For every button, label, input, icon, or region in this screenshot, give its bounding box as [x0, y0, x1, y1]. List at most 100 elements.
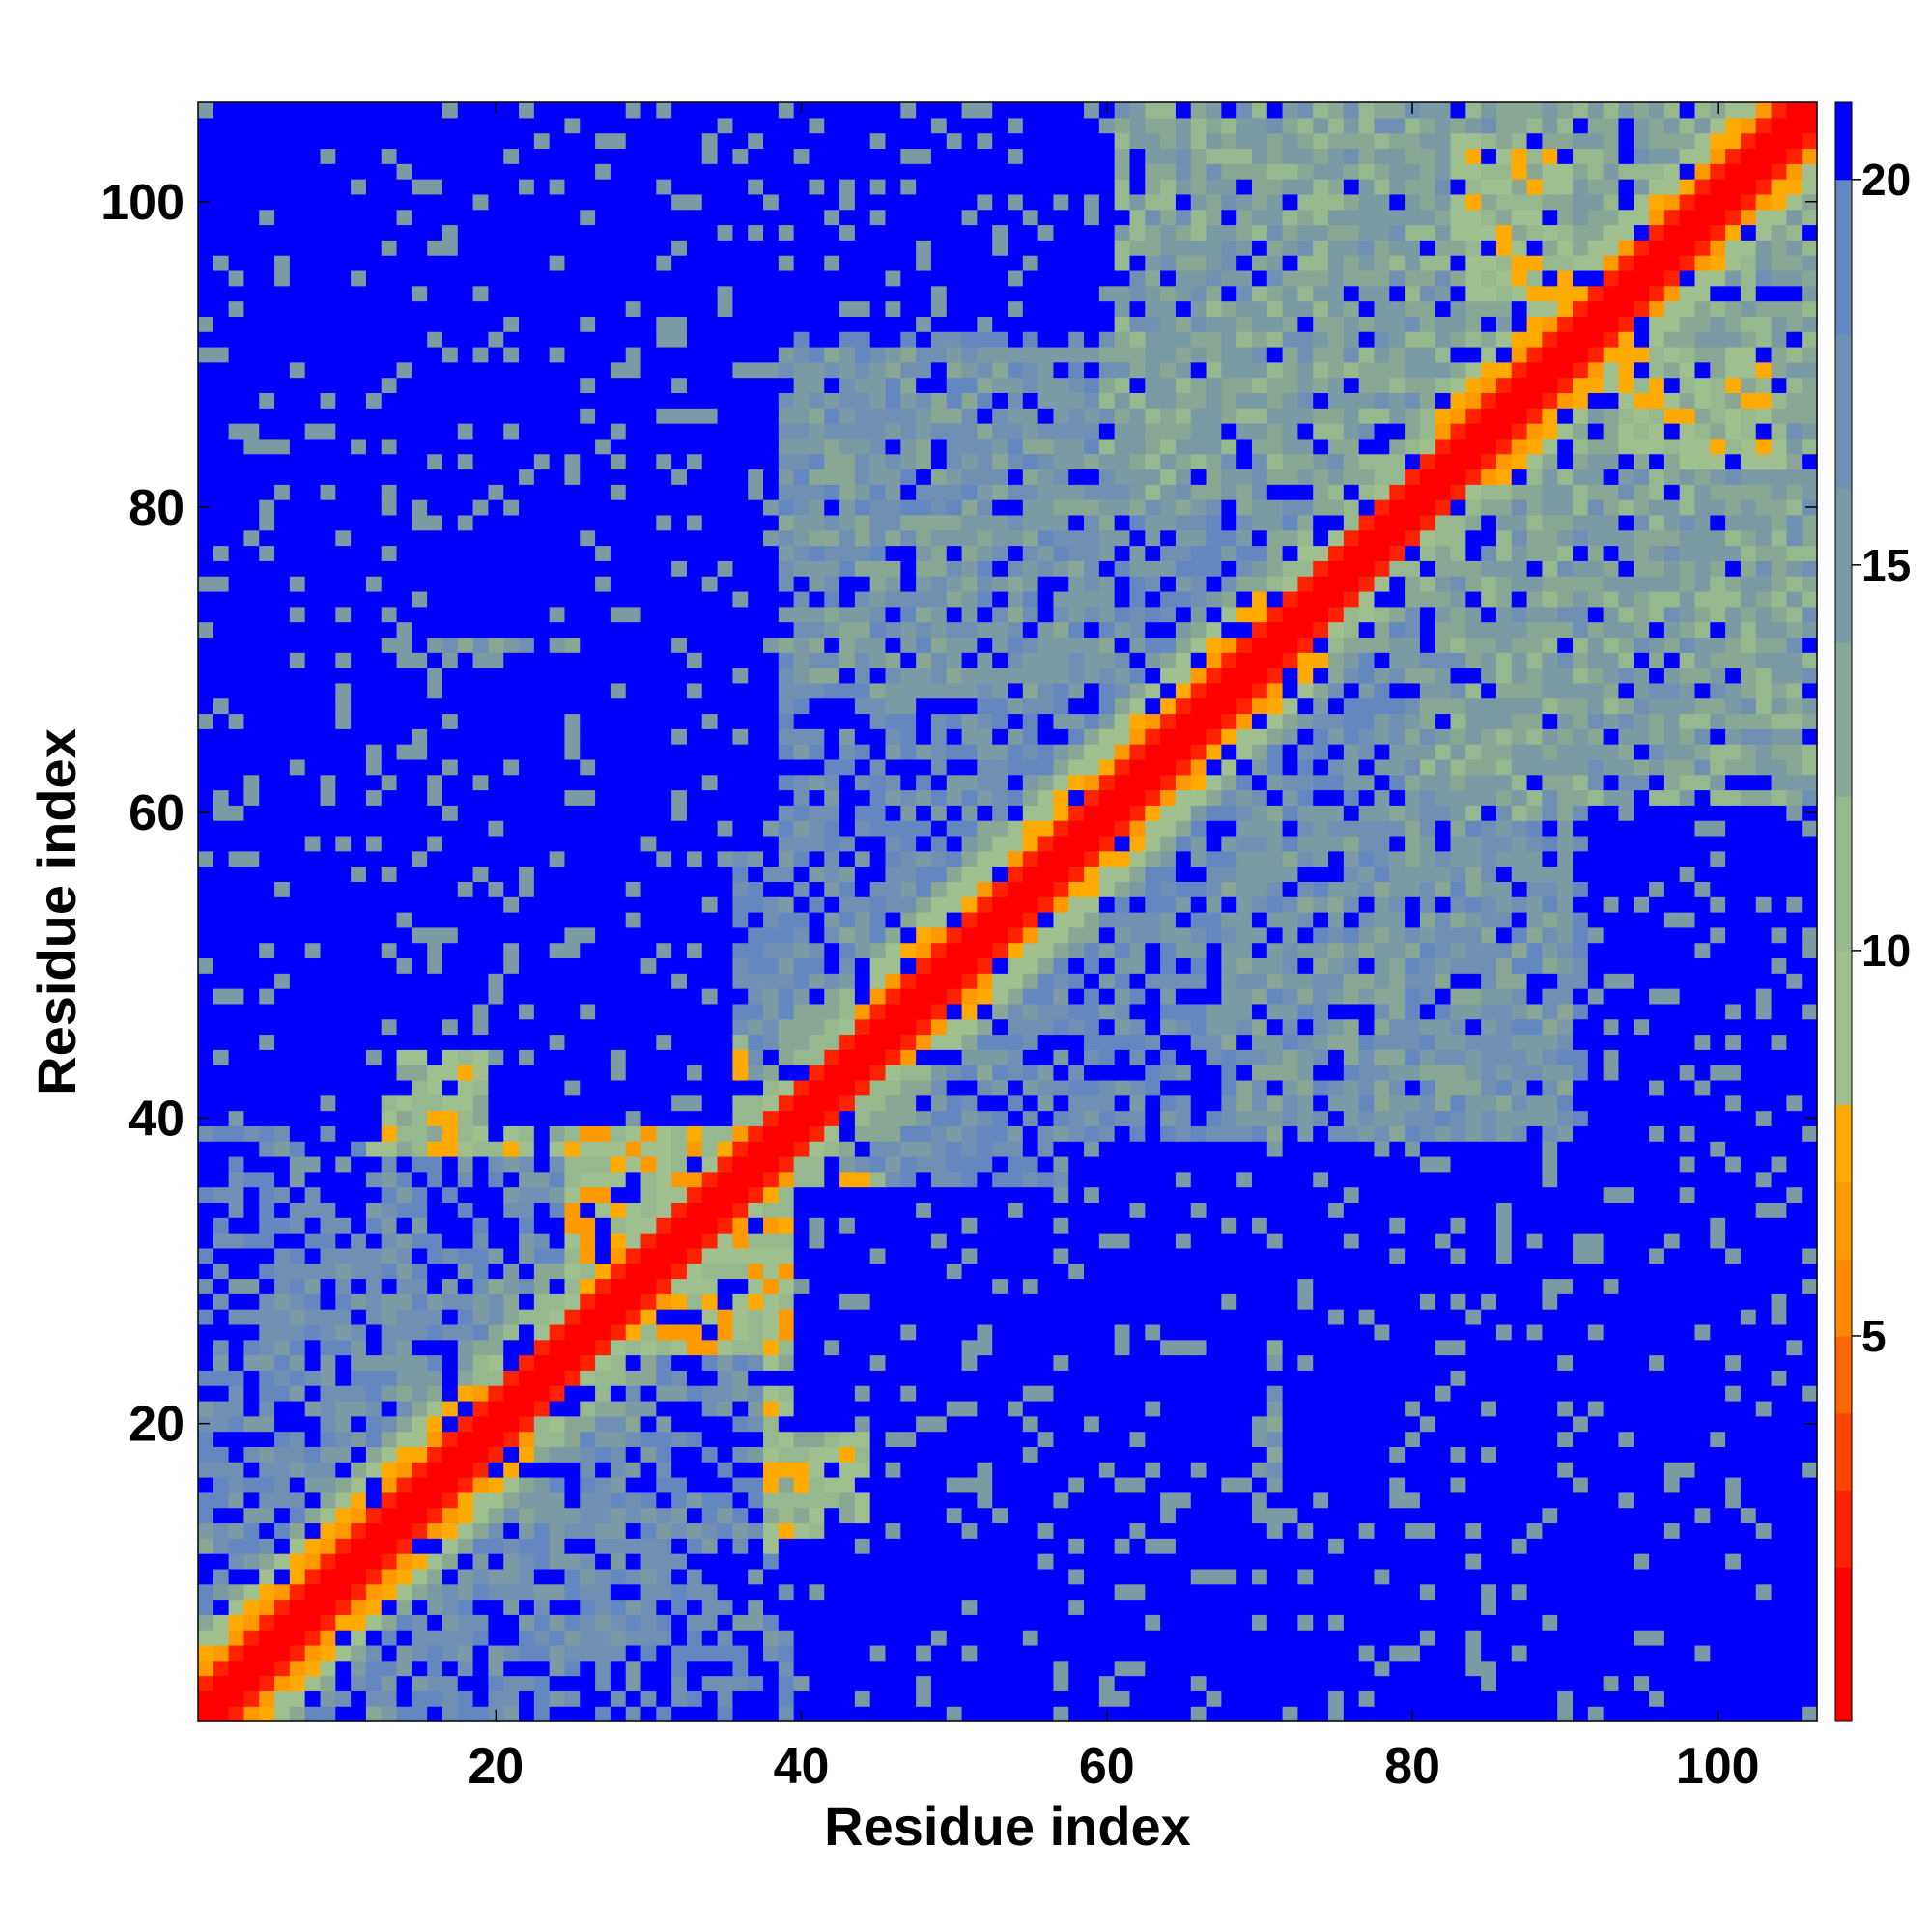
heatmap-cell — [412, 1630, 428, 1646]
heatmap-cell — [304, 499, 322, 516]
heatmap-cell — [365, 560, 383, 577]
heatmap-cell — [243, 850, 260, 867]
heatmap-cell — [274, 499, 291, 516]
heatmap-cell — [1236, 1644, 1253, 1662]
heatmap-cell — [564, 1339, 581, 1356]
heatmap-cell — [335, 529, 352, 547]
heatmap-cell — [580, 1339, 596, 1356]
heatmap-cell — [381, 1538, 398, 1554]
heatmap-cell — [304, 713, 322, 729]
heatmap-cell — [289, 713, 306, 729]
heatmap-cell — [930, 1385, 948, 1402]
heatmap-cell — [519, 1538, 535, 1554]
heatmap-cell — [335, 316, 352, 332]
heatmap-cell — [335, 1462, 352, 1478]
heatmap-cell — [412, 361, 428, 379]
heatmap-cell — [320, 224, 336, 241]
heatmap-cell — [274, 820, 291, 837]
heatmap-cell — [1221, 1462, 1237, 1478]
heatmap-cell — [488, 957, 504, 974]
heatmap-cell — [549, 912, 566, 928]
heatmap-cell — [1481, 1660, 1497, 1677]
heatmap-cell — [1008, 1446, 1024, 1463]
heatmap-cell — [351, 1155, 367, 1173]
heatmap-cell — [1618, 1477, 1634, 1493]
heatmap-cell — [1405, 1507, 1421, 1524]
heatmap-cell — [427, 697, 443, 715]
heatmap-cell — [1465, 1553, 1482, 1570]
heatmap-cell — [259, 1492, 275, 1509]
heatmap-cell — [1450, 1323, 1466, 1341]
heatmap-cell — [595, 805, 611, 821]
heatmap-cell — [1419, 1309, 1436, 1325]
heatmap-cell — [228, 1155, 245, 1173]
heatmap-cell — [259, 1690, 275, 1707]
heatmap-cell — [1755, 1323, 1773, 1341]
heatmap-cell — [519, 484, 535, 500]
heatmap-cell — [869, 1309, 887, 1325]
heatmap-cell — [365, 621, 383, 638]
heatmap-cell — [580, 1323, 596, 1341]
heatmap-cell — [457, 316, 474, 332]
heatmap-cell — [732, 1507, 749, 1524]
heatmap-cell — [748, 1462, 764, 1478]
heatmap-cell — [412, 484, 428, 500]
heatmap-cell — [1495, 1477, 1513, 1493]
heatmap-cell — [441, 316, 459, 332]
heatmap-cell — [488, 1614, 504, 1631]
heatmap-cell — [1053, 1339, 1069, 1356]
heatmap-cell — [503, 682, 520, 699]
heatmap-cell — [1419, 1415, 1436, 1433]
heatmap-cell — [1389, 1446, 1406, 1463]
heatmap-cell — [885, 1538, 901, 1554]
heatmap-cell — [274, 1171, 291, 1188]
heatmap-cell — [427, 453, 443, 470]
heatmap-cell — [472, 1507, 490, 1524]
heatmap-cell — [519, 514, 535, 531]
heatmap-cell — [320, 148, 336, 164]
heatmap-cell — [992, 1538, 1009, 1554]
heatmap-cell — [289, 652, 306, 668]
heatmap-cell — [1145, 1309, 1161, 1325]
heatmap-cell — [213, 1370, 230, 1386]
heatmap-cell — [1694, 1507, 1711, 1524]
heatmap-cell — [1328, 1538, 1345, 1554]
heatmap-cell — [228, 744, 245, 760]
heatmap-cell — [320, 132, 336, 150]
heatmap-cell — [198, 652, 214, 668]
heatmap-cell — [243, 392, 260, 409]
heatmap-cell — [320, 835, 336, 852]
heatmap-cell — [1297, 1446, 1314, 1463]
heatmap-cell — [580, 361, 596, 379]
heatmap-cell — [351, 590, 367, 608]
heatmap-cell — [1405, 1354, 1421, 1371]
heatmap-cell — [580, 697, 596, 715]
heatmap-cell — [243, 1492, 260, 1509]
heatmap-cell — [274, 1110, 291, 1126]
heatmap-cell — [854, 1706, 871, 1722]
heatmap-cell — [1725, 1492, 1742, 1509]
heatmap-cell — [519, 560, 535, 577]
heatmap-cell — [1786, 1431, 1803, 1447]
heatmap-cell — [564, 1202, 581, 1218]
heatmap-cell — [1266, 1323, 1284, 1341]
heatmap-cell — [488, 438, 504, 455]
heatmap-cell — [1802, 1507, 1818, 1524]
heatmap-cell — [289, 1293, 306, 1310]
heatmap-cell — [1573, 1675, 1589, 1691]
heatmap-cell — [1419, 1614, 1436, 1631]
heatmap-cell — [472, 1125, 490, 1142]
heatmap-cell — [946, 1385, 963, 1402]
heatmap-cell — [946, 1462, 963, 1478]
heatmap-cell — [228, 652, 245, 668]
heatmap-cell — [274, 652, 291, 668]
heatmap-cell — [427, 789, 443, 806]
heatmap-cell — [549, 1171, 566, 1188]
heatmap-cell — [640, 1599, 657, 1615]
heatmap-cell — [335, 1034, 352, 1050]
heatmap-cell — [519, 942, 535, 959]
heatmap-cell — [289, 1354, 306, 1371]
heatmap-cell — [1343, 1630, 1360, 1646]
heatmap-cell — [198, 957, 214, 974]
heatmap-cell — [900, 1385, 917, 1402]
